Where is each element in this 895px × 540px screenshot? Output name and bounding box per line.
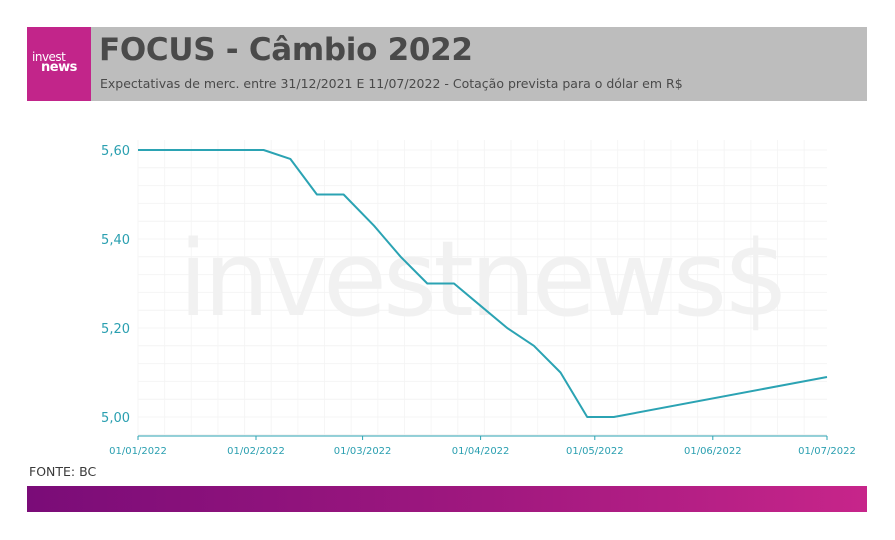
chart-axes: 5,60 5,40 5,20 5,00 01/01/2022 01/02/2022 01/0…: [101, 144, 856, 457]
page-subtitle: Expectativas de merc. entre 31/12/2021 E…: [100, 76, 683, 91]
logo-text-top: invest: [32, 50, 66, 64]
y-tick-label: 5,40: [101, 233, 130, 248]
y-tick-label: 5,60: [101, 144, 130, 159]
chart-series: [138, 149, 828, 418]
y-tick-label: 5,20: [101, 322, 130, 337]
investnews-logo: invest news: [27, 27, 91, 101]
line-chart: investnews$ 5,60 5,40 5,20 5,00 01/01/2022 01…: [101, 144, 856, 457]
x-tick-label: 01/04/2022: [452, 446, 510, 457]
x-tick-label: 01/06/2022: [684, 446, 742, 457]
x-tick-label: 01/01/2022: [109, 446, 167, 457]
x-tick-label: 01/07/2022: [798, 446, 856, 457]
logo-text-bottom: news: [41, 60, 77, 75]
source-label: FONTE: BC: [29, 464, 97, 479]
dollar-forecast-line: [138, 149, 828, 418]
header-bar: invest news FOCUS - Câmbio 2022 Expectat…: [27, 27, 867, 101]
x-tick-label: 01/05/2022: [566, 446, 624, 457]
footer-gradient-bar: [27, 486, 867, 512]
page-title: FOCUS - Câmbio 2022: [99, 32, 473, 68]
x-tick-label: 01/02/2022: [227, 446, 285, 457]
x-tick-label: 01/03/2022: [334, 446, 392, 457]
y-tick-label: 5,00: [101, 411, 130, 426]
watermark-text: investnews$: [179, 218, 786, 340]
